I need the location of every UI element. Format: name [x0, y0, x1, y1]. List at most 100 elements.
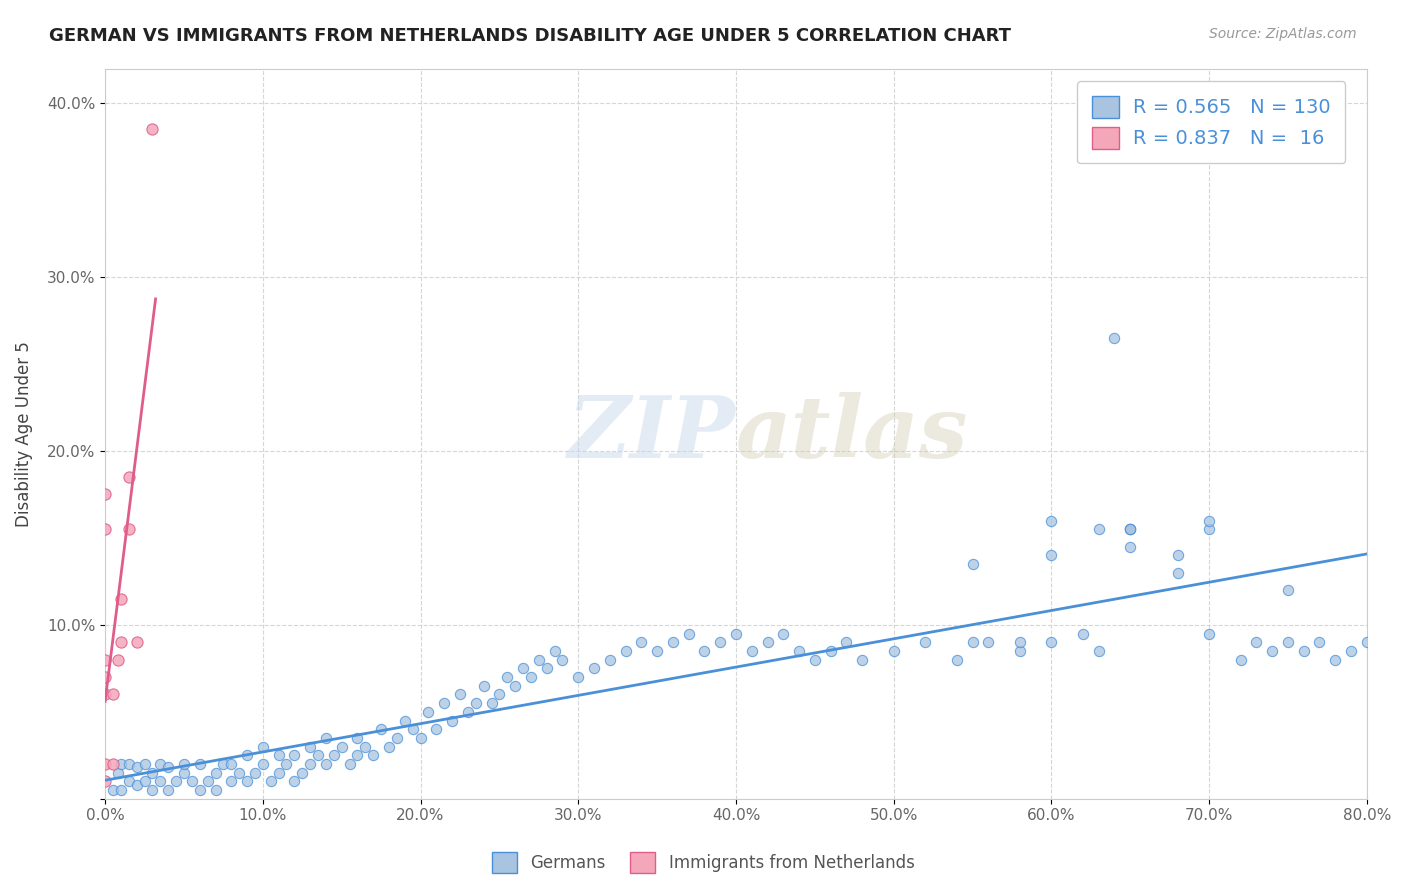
Point [512, 661, 534, 675]
Point [118, 522, 141, 536]
Point [361, 748, 384, 763]
Point [464, 696, 486, 710]
Point [173, 756, 195, 771]
Point [1087, 644, 1109, 658]
Point [527, 653, 550, 667]
Point [204, 783, 226, 797]
Point [125, 635, 148, 649]
Point [1040, 635, 1063, 649]
Point [291, 765, 314, 780]
Point [346, 731, 368, 745]
Point [520, 670, 543, 684]
Point [299, 756, 322, 771]
Point [1119, 522, 1142, 536]
Point [141, 783, 163, 797]
Text: Source: ZipAtlas.com: Source: ZipAtlas.com [1209, 27, 1357, 41]
Point [315, 756, 337, 771]
Point [425, 723, 447, 737]
Point [1119, 522, 1142, 536]
Point [662, 635, 685, 649]
Point [945, 653, 967, 667]
Point [141, 765, 163, 780]
Point [543, 644, 565, 658]
Point [645, 644, 668, 658]
Point [236, 748, 259, 763]
Point [551, 653, 574, 667]
Point [481, 696, 503, 710]
Point [772, 626, 794, 640]
Point [330, 739, 353, 754]
Point [134, 774, 156, 789]
Point [741, 644, 763, 658]
Point [307, 748, 329, 763]
Point [756, 635, 779, 649]
Point [1292, 644, 1315, 658]
Text: GERMAN VS IMMIGRANTS FROM NETHERLANDS DISABILITY AGE UNDER 5 CORRELATION CHART: GERMAN VS IMMIGRANTS FROM NETHERLANDS DI… [49, 27, 1011, 45]
Point [197, 774, 219, 789]
Point [165, 774, 187, 789]
Point [820, 644, 842, 658]
Point [503, 679, 526, 693]
Point [1277, 583, 1299, 598]
Point [354, 739, 377, 754]
Point [1340, 644, 1362, 658]
Point [883, 644, 905, 658]
Point [94, 688, 117, 702]
Point [1261, 644, 1284, 658]
Point [252, 739, 274, 754]
Point [678, 626, 700, 640]
Point [614, 644, 637, 658]
Point [94, 670, 117, 684]
Point [157, 783, 180, 797]
Point [260, 774, 283, 789]
Point [693, 644, 716, 658]
Point [315, 731, 337, 745]
Point [149, 756, 172, 771]
Point [101, 688, 124, 702]
Point [125, 760, 148, 774]
Point [709, 635, 731, 649]
Point [1246, 635, 1268, 649]
Point [188, 756, 211, 771]
Point [118, 470, 141, 484]
Point [962, 557, 984, 571]
Point [339, 756, 361, 771]
Point [409, 731, 432, 745]
Point [236, 774, 259, 789]
Point [457, 705, 479, 719]
Point [212, 756, 235, 771]
Point [322, 748, 344, 763]
Point [94, 522, 117, 536]
Point [252, 756, 274, 771]
Point [370, 723, 392, 737]
Point [283, 748, 305, 763]
Point [1308, 635, 1330, 649]
Point [582, 661, 605, 675]
Point [1198, 514, 1220, 528]
Point [962, 635, 984, 649]
Point [1355, 635, 1378, 649]
Point [180, 774, 202, 789]
Point [94, 653, 117, 667]
Point [94, 774, 117, 789]
Point [173, 765, 195, 780]
Point [204, 765, 226, 780]
Point [977, 635, 1000, 649]
Point [1008, 635, 1031, 649]
Point [157, 760, 180, 774]
Point [394, 714, 416, 728]
Point [94, 487, 117, 501]
Point [1040, 549, 1063, 563]
Point [488, 688, 510, 702]
Point [1087, 522, 1109, 536]
Point [1119, 522, 1142, 536]
Point [1324, 653, 1347, 667]
Point [1119, 540, 1142, 554]
Point [101, 756, 124, 771]
Point [1167, 566, 1189, 580]
Point [219, 774, 242, 789]
Point [228, 765, 250, 780]
Point [536, 661, 558, 675]
Point [276, 756, 298, 771]
Point [267, 765, 290, 780]
